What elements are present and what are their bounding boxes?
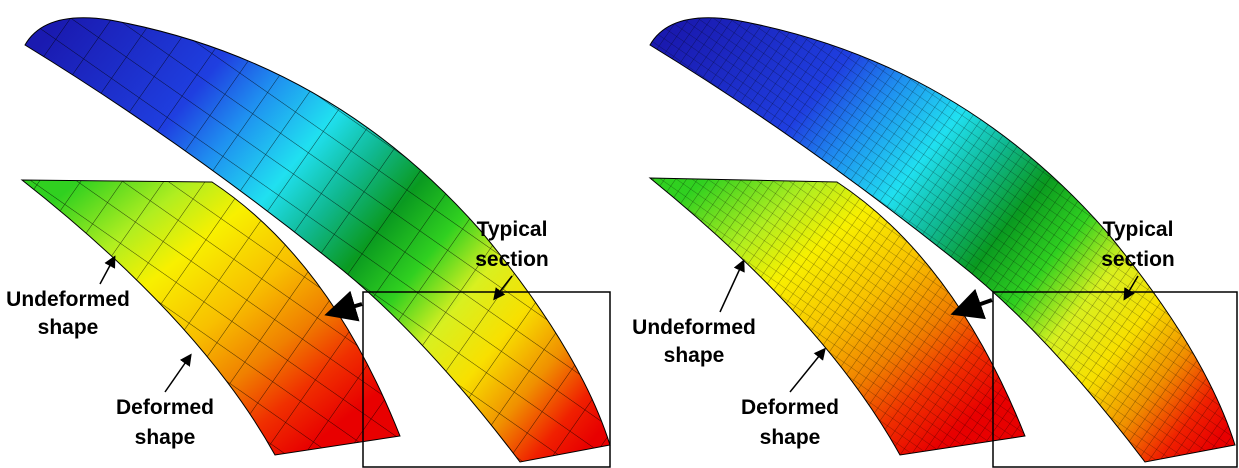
pointer xyxy=(100,258,114,284)
label: section xyxy=(1101,248,1175,271)
pointer xyxy=(790,350,824,392)
label: Typical xyxy=(477,218,548,241)
zoom-arrow xyxy=(958,300,992,312)
label: shape xyxy=(135,426,196,449)
label: shape xyxy=(664,344,725,367)
label: shape xyxy=(760,426,821,449)
label: shape xyxy=(38,316,99,339)
label: Undeformed xyxy=(632,316,756,339)
label: Undeformed xyxy=(6,288,130,311)
left-panel: Typical section Undeformed shape Deforme… xyxy=(6,18,610,467)
label: Deformed xyxy=(116,396,214,419)
label: section xyxy=(475,248,549,271)
label: Deformed xyxy=(741,396,839,419)
pointer xyxy=(165,356,190,392)
figure: Typical section Undeformed shape Deforme… xyxy=(0,0,1239,468)
right-panel: Typical section Undeformed shape Deforme… xyxy=(632,18,1237,467)
label: Typical xyxy=(1103,218,1174,241)
pointer xyxy=(720,262,743,312)
zoom-arrow xyxy=(332,304,362,313)
